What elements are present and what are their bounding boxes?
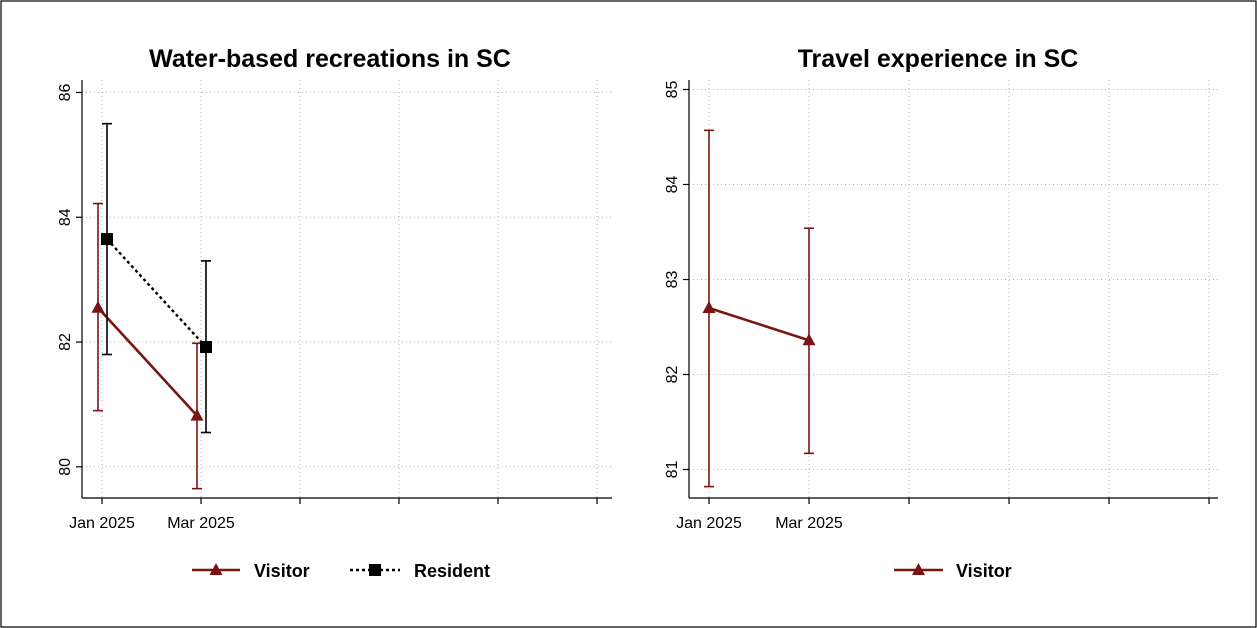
data-point-triangle [702, 301, 716, 313]
legend-marker-triangle [912, 563, 925, 575]
x-tick-label: Mar 2025 [167, 515, 235, 532]
x-tick-label: Jan 2025 [69, 515, 135, 532]
data-point-square [200, 341, 212, 354]
chart-title: Travel experience in SC [798, 45, 1079, 73]
data-point-triangle [802, 333, 816, 346]
series-line [708, 306, 810, 342]
data-point-triangle [190, 408, 204, 421]
series-visitor [91, 202, 204, 490]
chart-panel-travel-experience: Travel experience in SC 81 82 83 84 85 Jan 20… [664, 45, 1218, 581]
y-tick-label: 80 [57, 458, 74, 476]
chart-panel-water-recreation: Water-based recreations in SC 80 82 84 86 Ja… [57, 45, 612, 581]
series-visitor [702, 129, 816, 488]
legend-marker-triangle [209, 563, 223, 575]
series-line [97, 306, 198, 417]
series-line [106, 238, 207, 348]
series-resident [101, 122, 212, 434]
data-point-triangle [91, 300, 105, 313]
x-tick-label: Mar 2025 [775, 515, 843, 532]
y-tick-label: 86 [57, 83, 74, 101]
legend-marker-square [369, 564, 381, 576]
x-tick-label: Jan 2025 [676, 515, 742, 532]
y-tick-label: 84 [57, 208, 74, 226]
chart-title: Water-based recreations in SC [149, 45, 511, 73]
y-tick-label: 84 [664, 176, 681, 194]
legend-label: Visitor [956, 561, 1012, 581]
legend-label: Visitor [254, 561, 310, 581]
legend-label: Resident [414, 561, 490, 581]
y-tick-label: 82 [664, 366, 681, 384]
data-point-square [101, 233, 113, 246]
y-tick-label: 85 [664, 81, 681, 99]
y-tick-label: 81 [664, 461, 681, 479]
y-tick-label: 82 [57, 333, 74, 351]
y-tick-label: 83 [664, 271, 681, 289]
